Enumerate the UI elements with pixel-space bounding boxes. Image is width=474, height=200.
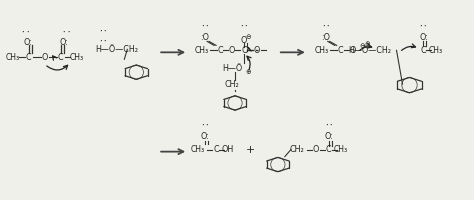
Text: :O: :O [201,33,210,42]
Text: O: O [254,46,260,55]
Text: ··: ·· [239,23,249,32]
Text: ··: ·· [57,28,72,37]
Text: C: C [58,53,64,62]
Text: H—Ö: H—Ö [222,64,242,73]
Text: ··: ·· [419,23,428,32]
Text: O: O [41,53,48,62]
Text: O:: O: [419,33,428,42]
Text: CH₃: CH₃ [195,46,209,55]
Text: ··: ·· [324,122,334,131]
Text: O: O [312,145,319,154]
Text: C: C [326,145,331,154]
Text: ··: ·· [99,28,108,37]
Text: OH: OH [222,145,234,154]
Text: ⊕: ⊕ [245,69,251,75]
Text: O: O [241,36,247,45]
Text: CH₃: CH₃ [69,53,83,62]
Text: +: + [246,145,255,155]
Text: ··: ·· [321,23,330,32]
Text: O: O [349,46,356,55]
Text: CH₃: CH₃ [191,145,205,154]
Text: C: C [241,46,247,55]
Text: ⊖: ⊖ [245,34,251,40]
Text: ··: ·· [200,122,210,131]
Text: O:: O: [324,132,333,141]
Text: CH₃: CH₃ [6,53,20,62]
Text: CH₃: CH₃ [428,46,443,55]
Text: O: O [229,46,235,55]
Text: O:: O: [201,132,210,141]
Text: O:: O: [23,38,32,47]
Text: H—Ö—CH₂: H—Ö—CH₂ [348,46,391,55]
Text: CH₂: CH₂ [225,80,239,89]
Text: C: C [338,46,344,55]
Text: C: C [213,145,219,154]
Text: CH₃: CH₃ [315,46,329,55]
Text: :O: :O [321,33,330,42]
Text: CH₃: CH₃ [334,145,348,154]
Text: ⊕: ⊕ [365,41,370,47]
Text: CH₂: CH₂ [290,145,304,154]
Text: C: C [26,53,31,62]
Text: ··: ·· [200,23,210,32]
Text: O:: O: [59,38,68,47]
Text: C: C [420,46,426,55]
Text: H—Ö—CH₂: H—Ö—CH₂ [95,45,138,54]
Text: C: C [217,46,223,55]
Text: ⊖: ⊖ [359,43,365,49]
Text: ··: ·· [21,28,36,37]
Text: ··: ·· [99,38,108,47]
